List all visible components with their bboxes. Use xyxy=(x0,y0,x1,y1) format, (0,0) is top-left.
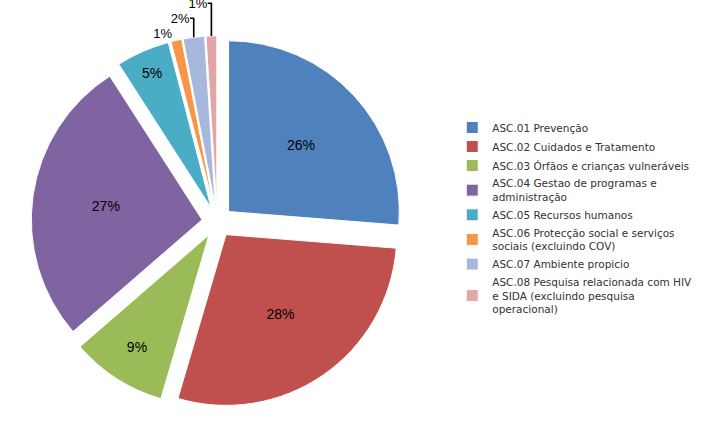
svg-text:5%: 5% xyxy=(142,65,162,81)
svg-text:1%: 1% xyxy=(153,26,172,41)
svg-text:ASC.06 Protecção social e serv: ASC.06 Protecção social e serviçossociai… xyxy=(492,227,674,253)
svg-text:2%: 2% xyxy=(171,11,190,26)
svg-text:ASC.08 Pesquisa relacionada co: ASC.08 Pesquisa relacionada com HIVe SID… xyxy=(492,276,692,315)
svg-text:ASC.04 Gestao de programas ead: ASC.04 Gestao de programas eadministraçã… xyxy=(492,177,657,203)
svg-text:27%: 27% xyxy=(92,198,120,214)
svg-text:28%: 28% xyxy=(267,306,295,322)
svg-text:ASC.01 Prevenção: ASC.01 Prevenção xyxy=(492,122,588,134)
svg-text:1%: 1% xyxy=(188,0,207,11)
svg-text:ASC.05 Recursos humanos: ASC.05 Recursos humanos xyxy=(492,209,632,221)
svg-text:26%: 26% xyxy=(287,137,315,153)
svg-text:ASC.03 Órfãos e crianças vulne: ASC.03 Órfãos e crianças vulneráveis xyxy=(492,160,689,172)
svg-text:9%: 9% xyxy=(127,339,147,355)
svg-text:ASC.02 Cuidados e Tratamento: ASC.02 Cuidados e Tratamento xyxy=(492,141,655,153)
svg-text:ASC.07 Ambiente propicio: ASC.07 Ambiente propicio xyxy=(492,258,629,270)
